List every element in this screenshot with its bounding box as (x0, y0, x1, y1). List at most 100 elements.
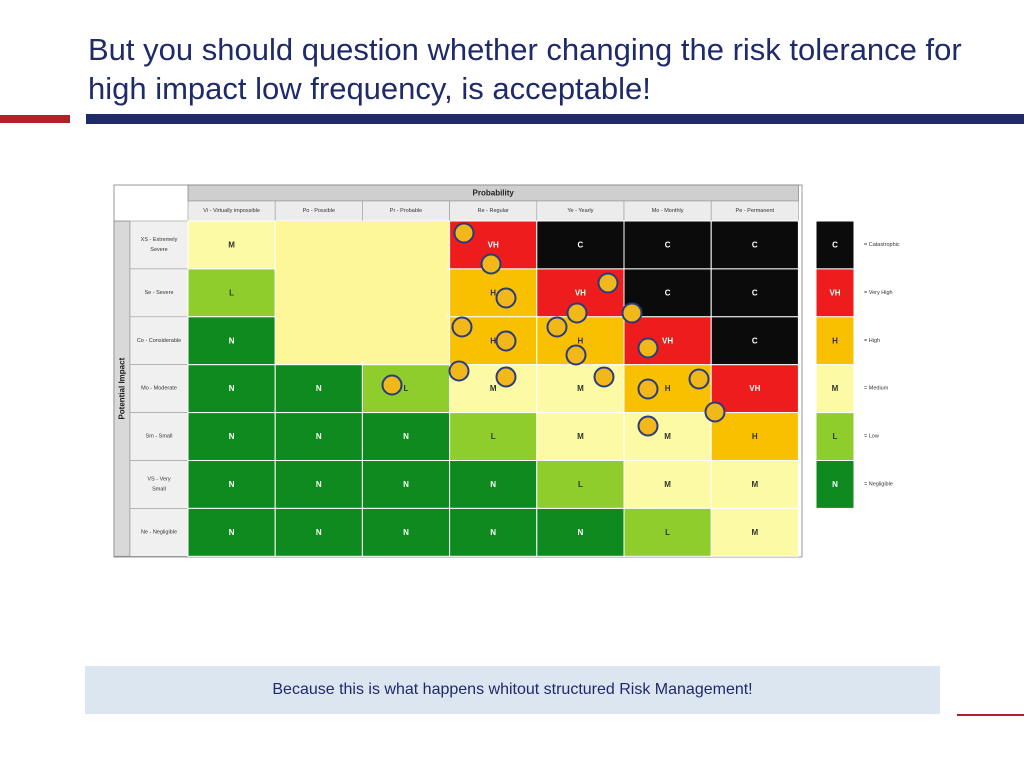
matrix-cell-label: M (490, 384, 497, 393)
slide-title: But you should question whether changing… (88, 32, 962, 106)
row-header-label: Se - Severe (144, 290, 173, 296)
matrix-cell-label: N (229, 336, 235, 345)
legend-label: = Very High (864, 290, 893, 296)
risk-marker-circle (704, 401, 726, 423)
matrix-cell-label: L (404, 384, 409, 393)
matrix-cell-label: C (752, 288, 758, 297)
row-header-label: Sm - Small (146, 434, 173, 440)
legend-code: H (832, 336, 838, 345)
risk-marker-circle (451, 316, 473, 338)
footer-banner: Because this is what happens whitout str… (85, 666, 940, 714)
matrix-cell-label: N (403, 480, 409, 489)
matrix-cell-label: N (403, 528, 409, 537)
risk-marker-circle (597, 272, 619, 294)
legend-code: M (832, 384, 839, 393)
matrix-cell (187, 316, 276, 366)
legend-swatch (815, 364, 855, 414)
matrix-cell (449, 268, 538, 318)
risk-marker-circle (621, 302, 643, 324)
column-header-label: Vi - Virtually impossible (203, 208, 260, 214)
risk-marker-circle (381, 374, 403, 396)
matrix-cell-label: N (316, 432, 322, 441)
title-accent-bar-navy (86, 114, 1024, 124)
matrix-cell (274, 412, 363, 462)
matrix-cell (623, 220, 712, 270)
matrix-cell (536, 507, 625, 557)
row-header-label: Mo - Moderate (141, 386, 177, 392)
legend-swatch (815, 268, 855, 318)
row-header-cell (129, 508, 189, 557)
matrix-cell (187, 364, 276, 414)
matrix-cell (710, 268, 799, 318)
matrix-cell (274, 507, 363, 557)
matrix-cell (361, 364, 451, 414)
row-header-cell (129, 460, 189, 509)
column-header-label: Ye - Yearly (567, 208, 593, 214)
row-header-cell (129, 268, 189, 318)
risk-marker-circle (637, 415, 659, 437)
column-header-label: Po - Possible (303, 208, 335, 214)
matrix-cell-label: L (578, 480, 583, 489)
row-header-label: Ne - Negligible (141, 529, 177, 535)
risk-marker-circle (688, 368, 710, 390)
probability-header: Probability (473, 189, 515, 198)
matrix-cell-label: M (577, 384, 584, 393)
row-header-label-cont: Small (152, 486, 166, 492)
matrix-cell (710, 316, 799, 366)
matrix-cell-label: L (491, 432, 496, 441)
matrix-cell-label: M (751, 480, 758, 489)
legend-label: = Catastrophic (864, 242, 900, 248)
risk-marker-circle (495, 287, 517, 309)
row-header-label: XS - Extremely (141, 237, 178, 243)
matrix-cell (449, 507, 538, 557)
matrix-cell (710, 220, 799, 270)
matrix-cell (361, 412, 451, 462)
legend-swatch (815, 460, 855, 509)
risk-marker-circle (637, 378, 659, 400)
matrix-cell (187, 412, 276, 462)
matrix-cell (710, 460, 799, 509)
matrix-cell-label: M (228, 240, 235, 249)
cover-box (276, 221, 447, 361)
matrix-cell-label: N (316, 480, 322, 489)
matrix-cell-label: H (665, 384, 671, 393)
row-header-cell (129, 316, 189, 365)
row-header-label: VS - Very (147, 476, 170, 482)
matrix-cell-label: M (577, 432, 584, 441)
legend-label: = Negligible (864, 481, 893, 487)
legend-label: = Low (864, 434, 879, 440)
matrix-cell (623, 412, 712, 462)
matrix-cell-label: N (578, 528, 584, 537)
matrix-cell (536, 220, 625, 270)
matrix-cell-label: N (316, 384, 322, 393)
legend-code: N (832, 480, 838, 489)
matrix-cell-label: C (665, 288, 671, 297)
risk-marker-circle (495, 366, 517, 388)
footer-text: Because this is what happens whitout str… (272, 681, 753, 698)
matrix-cell-label: H (490, 336, 496, 345)
matrix-cell-label: N (316, 528, 322, 537)
matrix-cell-label: N (490, 480, 496, 489)
risk-marker-circle (480, 253, 502, 275)
row-header-cell (129, 364, 189, 413)
matrix-cell (710, 412, 799, 462)
risk-marker-circle (593, 366, 615, 388)
matrix-cell-label: VH (488, 240, 499, 249)
title-accent-bar-red (0, 115, 70, 123)
row-header-label: Co - Considerable (137, 338, 181, 344)
matrix-cell-label: L (665, 528, 670, 537)
matrix-cell (536, 460, 625, 509)
column-header-label: Mo - Monthly (652, 208, 684, 214)
legend-swatch (815, 412, 855, 462)
matrix-cell-label: N (229, 528, 235, 537)
legend-label: = Medium (864, 386, 889, 392)
risk-marker-circle (565, 344, 587, 366)
legend-code: L (833, 432, 838, 441)
risk-marker-circle (546, 316, 568, 338)
risk-marker-circle (566, 302, 588, 324)
matrix-cell-label: C (752, 240, 758, 249)
matrix-cell-label: H (752, 432, 758, 441)
matrix-cell-label: M (751, 528, 758, 537)
matrix-cell-label: H (490, 288, 496, 297)
